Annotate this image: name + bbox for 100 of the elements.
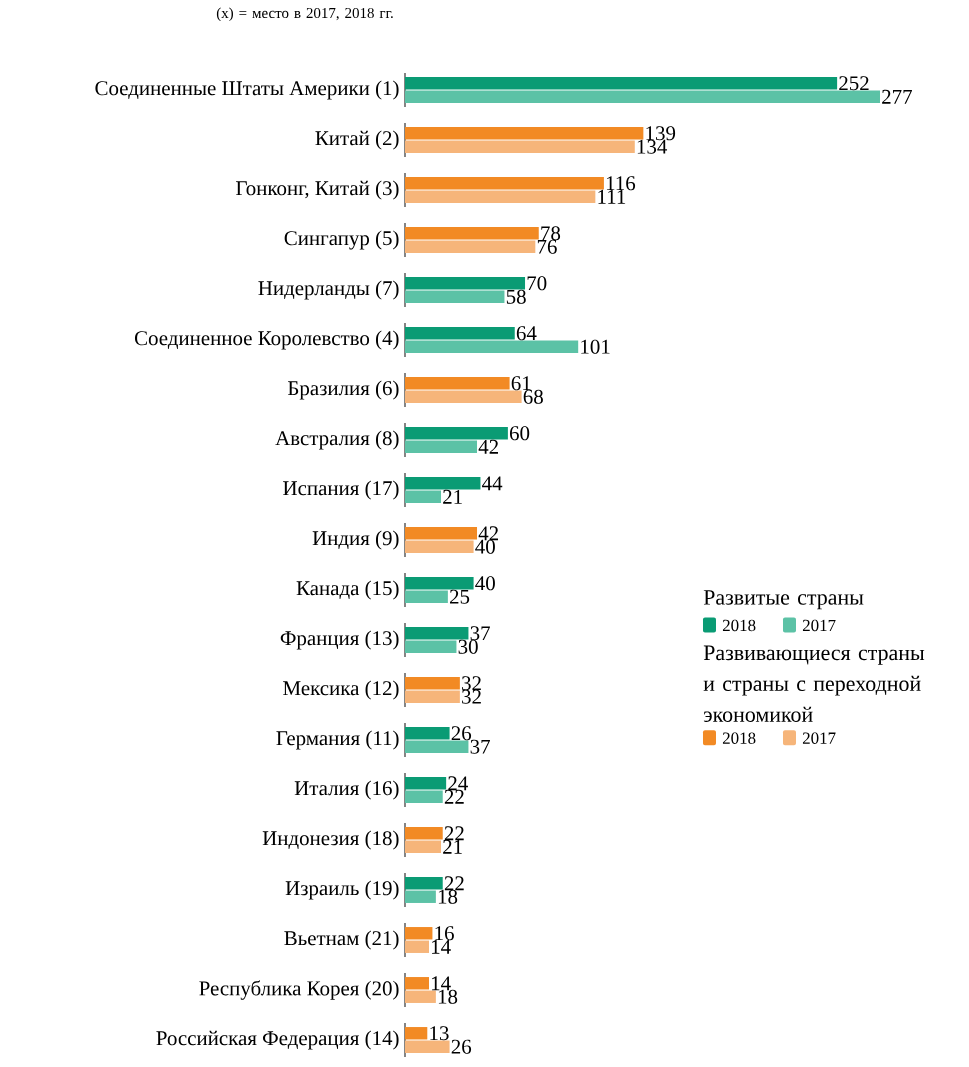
bar [405, 190, 596, 203]
data-label: 26 [451, 1039, 472, 1054]
y-tick-label: Российская Федерация (14) [156, 1030, 399, 1050]
data-label: 24 [448, 776, 468, 791]
legend-label: 2017 [802, 619, 836, 632]
bar [405, 627, 469, 640]
bar [405, 977, 430, 990]
bar [405, 440, 478, 453]
bar [405, 890, 436, 903]
y-tick-label: Соединенные Штаты Америки (1) [95, 80, 399, 100]
bar [405, 877, 443, 890]
y-tick-label: Израиль (19) [285, 880, 399, 900]
data-label: 40 [475, 539, 495, 554]
data-label: 277 [882, 89, 912, 104]
legend-label: 2017 [802, 732, 836, 744]
y-tick-label: Франция (13) [280, 630, 399, 650]
data-label: 30 [458, 639, 478, 654]
data-label: 14 [432, 939, 451, 954]
bar [405, 577, 474, 590]
data-label: 60 [509, 426, 530, 441]
bar [405, 327, 515, 340]
legend-label: 2018 [722, 732, 756, 744]
bar [405, 790, 443, 803]
y-tick-label: Индия (9) [312, 530, 399, 550]
bar [405, 477, 481, 490]
y-tick-label: Италия (16) [294, 780, 399, 800]
bar [405, 177, 604, 190]
legend-label: 2018 [722, 619, 756, 632]
data-label: 44 [482, 476, 503, 491]
bar [405, 777, 447, 790]
data-label: 58 [506, 289, 526, 304]
data-label: 61 [511, 376, 531, 391]
bar [405, 990, 436, 1003]
bar [405, 527, 478, 540]
bar [405, 940, 430, 953]
data-label: 16 [435, 926, 454, 941]
data-label: 139 [646, 126, 676, 141]
y-tick-label: Испания (17) [283, 480, 399, 500]
y-tick-label: Германия (11) [276, 730, 399, 750]
bar [405, 590, 448, 603]
bar [405, 290, 505, 303]
text: (x) = место в 2017, 2018 гг. [216, 7, 393, 22]
y-tick-label: Мексика (12) [283, 680, 399, 700]
data-label: 22 [444, 826, 464, 841]
data-label: 111 [598, 189, 626, 204]
data-label: 68 [523, 389, 543, 404]
y-tick-label: Китай (2) [315, 130, 399, 150]
y-tick-label: Австралия (8) [275, 430, 399, 450]
y-tick-label: Индонезия (18) [262, 830, 399, 850]
annotation: Развивающиеся страны и страны с переходной экономикой [703, 645, 925, 722]
bar [405, 340, 579, 353]
data-label: 42 [478, 526, 498, 541]
data-label: 18 [438, 989, 458, 1004]
data-label: 134 [637, 139, 668, 154]
data-label: 78 [541, 226, 561, 241]
y-tick-label: Бразилия (6) [287, 380, 399, 400]
bar [405, 277, 526, 290]
bar [405, 840, 442, 853]
data-label: 13 [430, 1026, 449, 1041]
data-label: 22 [444, 876, 464, 891]
data-label: 32 [462, 676, 481, 691]
data-label: 76 [537, 239, 557, 254]
bar [405, 240, 536, 253]
bar [405, 390, 522, 403]
bar [405, 677, 460, 690]
y-tick-label: Республика Корея (20) [199, 980, 399, 1000]
data-label: 26 [451, 726, 472, 741]
data-label: 252 [839, 76, 869, 91]
bar [405, 490, 442, 503]
y-tick-label: Сингапур (5) [284, 230, 399, 250]
data-label: 32 [462, 689, 481, 704]
data-label: 21 [443, 489, 462, 504]
bar [405, 90, 880, 103]
bar [405, 377, 510, 390]
data-label: 21 [443, 839, 462, 854]
data-label: 116 [606, 176, 636, 191]
bar [405, 690, 460, 703]
bar [405, 927, 433, 940]
y-tick-label: Нидерланды (7) [258, 280, 399, 300]
data-label: 22 [444, 789, 464, 804]
bar [405, 1040, 450, 1053]
bar [405, 727, 450, 740]
y-tick-label: Гонконг, Китай (3) [236, 180, 399, 200]
data-label: 14 [432, 976, 451, 991]
bar [405, 740, 469, 753]
data-label: 37 [470, 626, 490, 641]
bar [405, 77, 838, 90]
bar [405, 140, 635, 153]
bar [405, 827, 443, 840]
data-label: 40 [475, 576, 495, 591]
data-label: 25 [449, 589, 470, 604]
annotation: Развитые страны [703, 590, 864, 610]
bar [405, 227, 539, 240]
data-label: 37 [470, 739, 490, 754]
data-label: 42 [478, 439, 498, 454]
bar [405, 127, 644, 140]
data-label: 64 [516, 326, 537, 341]
bar [405, 427, 508, 440]
bar [405, 1027, 428, 1040]
y-tick-label: Вьетнам (21) [284, 930, 399, 950]
